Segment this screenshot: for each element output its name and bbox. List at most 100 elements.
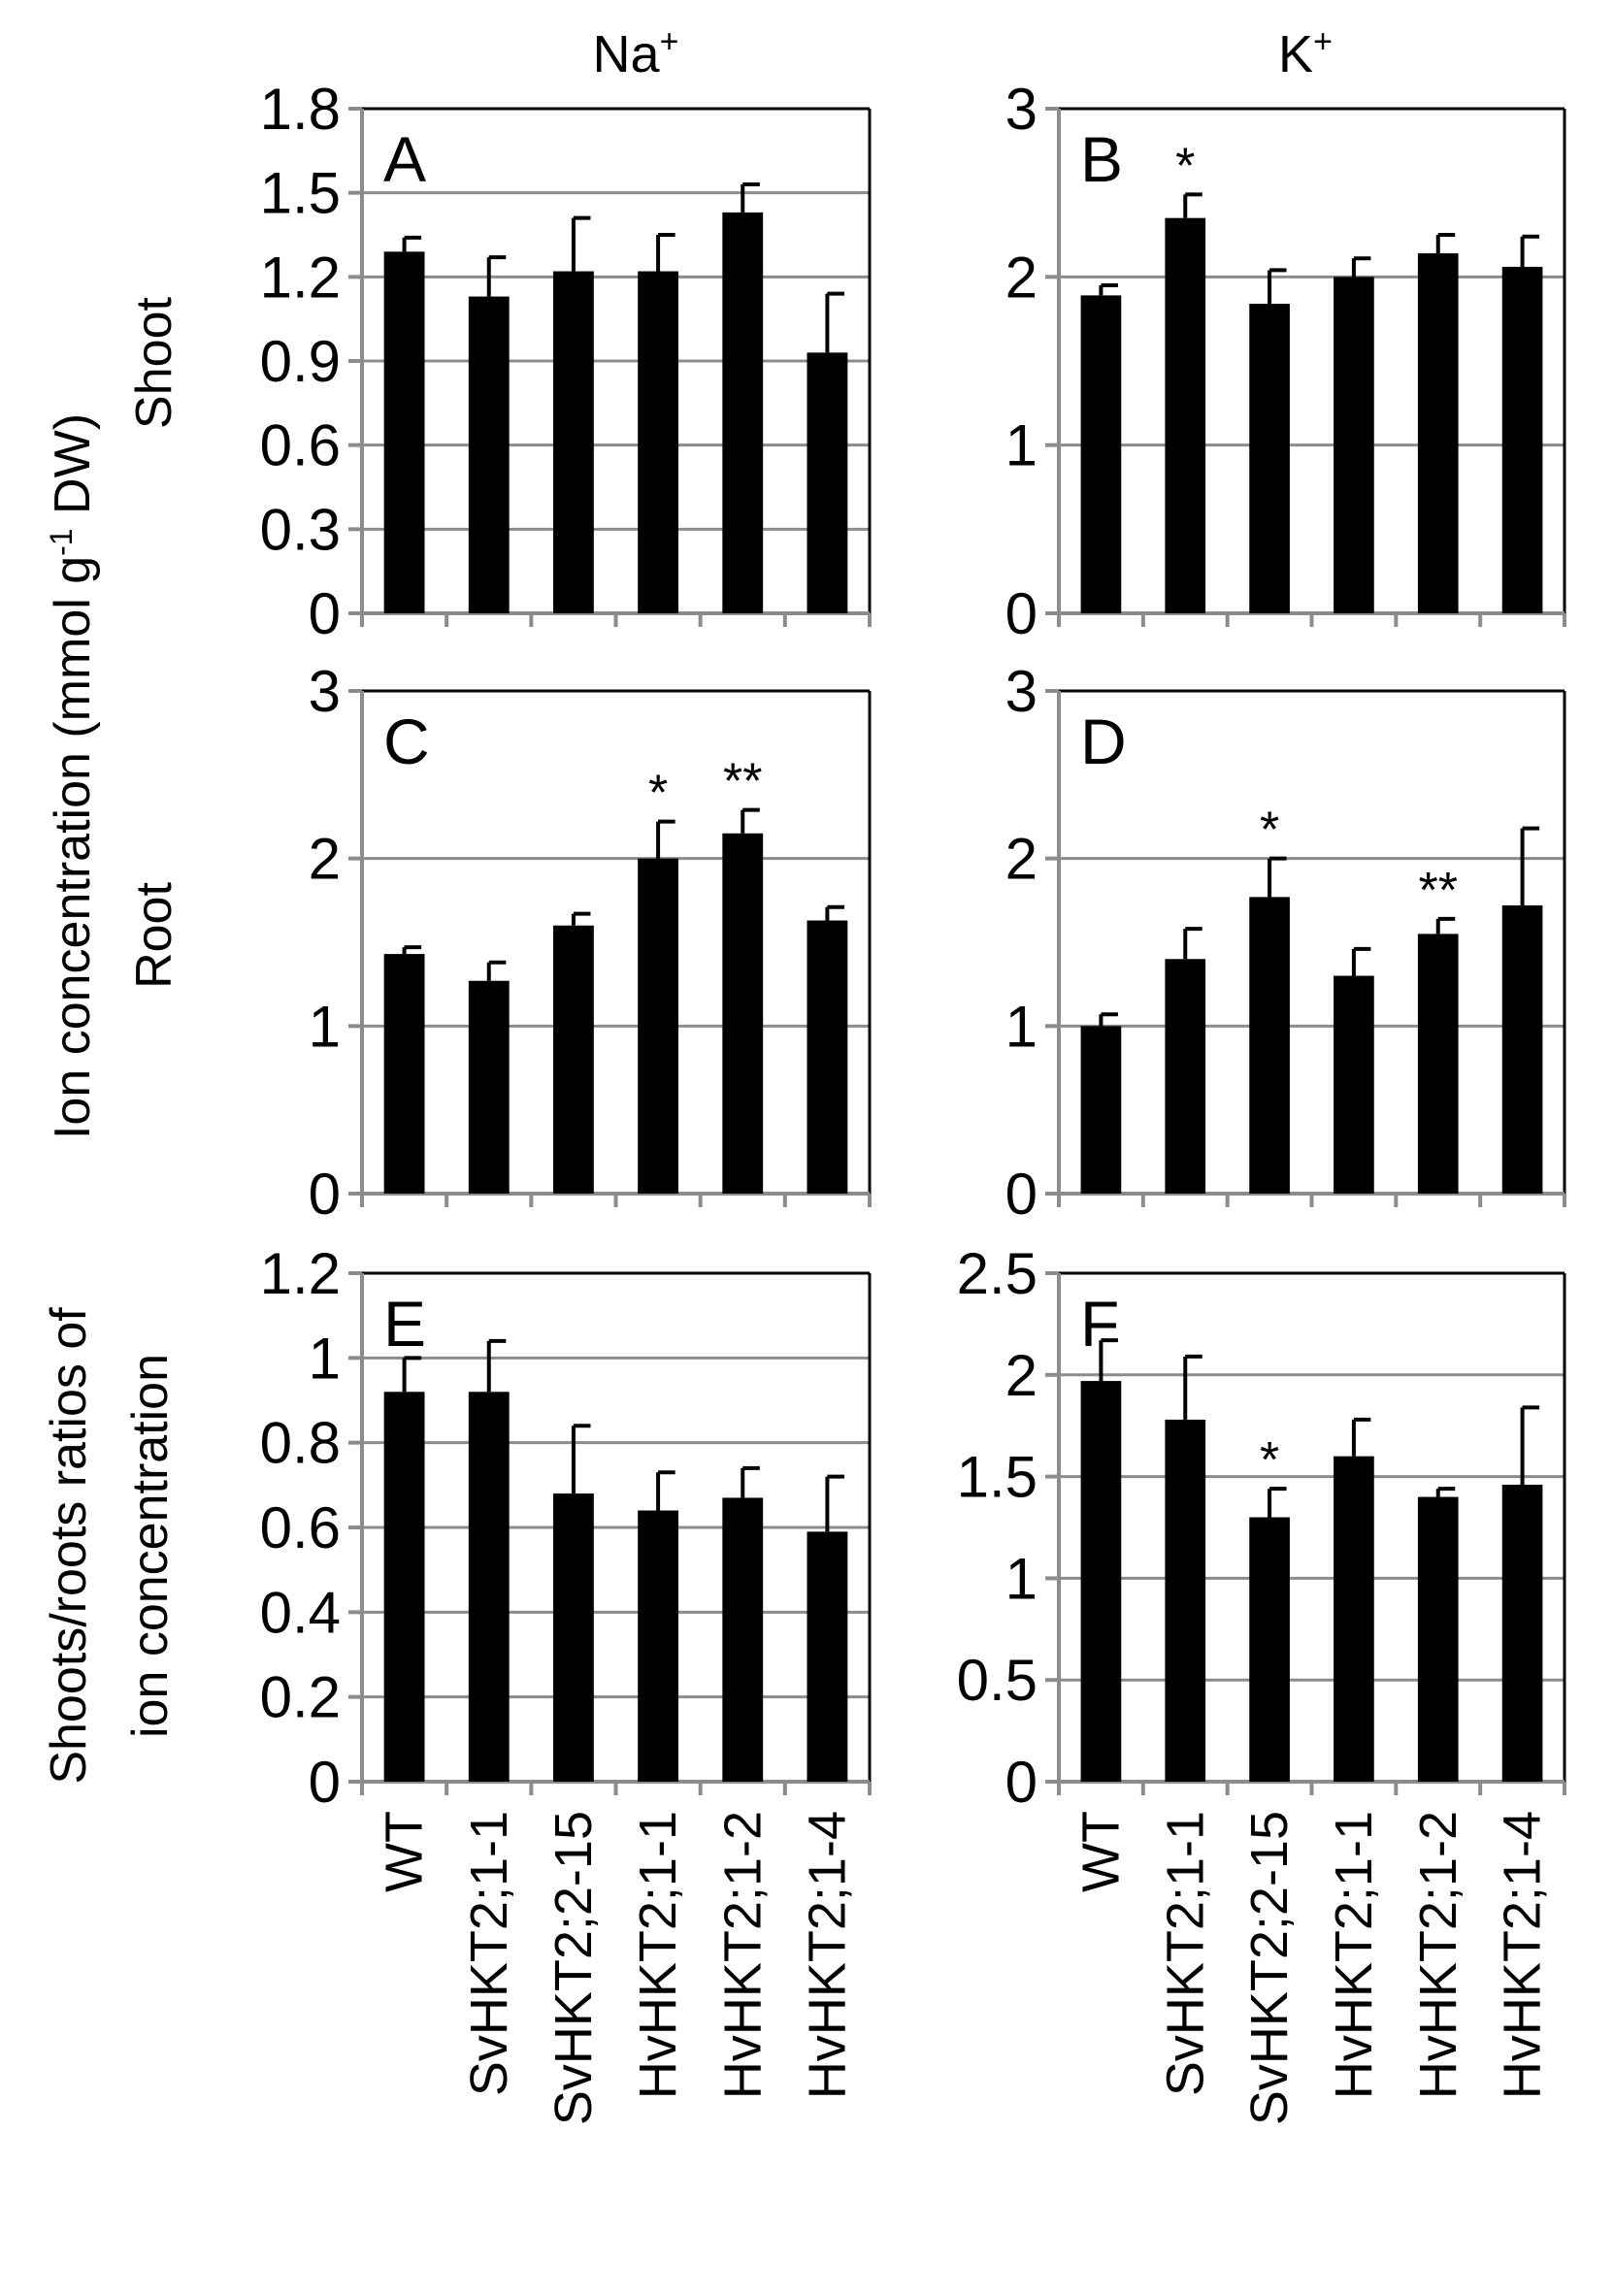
panel-a-bar-5	[807, 352, 848, 613]
panel-f-bar-5	[1501, 1484, 1543, 1782]
panel-f-ytick-label-2: 1	[1005, 1546, 1038, 1611]
panel-c-bar-0	[383, 954, 425, 1194]
panel-a-bar-2	[552, 271, 594, 613]
column-title-k-sup: +	[1313, 23, 1333, 60]
panel-c-significance-4: **	[723, 754, 762, 810]
panel-e-ytick-label-6: 1.2	[260, 1241, 341, 1306]
panel-c-bar-2	[552, 925, 594, 1194]
panel-d-bar-2	[1249, 897, 1290, 1194]
column-title-na-sup: +	[660, 23, 679, 60]
panel-f-bar-4	[1417, 1496, 1459, 1782]
panel-e-ytick-label-3: 0.6	[260, 1495, 341, 1560]
panel-e-bar-4	[722, 1497, 764, 1782]
panel-a-ytick-label-1: 0.3	[260, 497, 341, 562]
panel-b-letter: B	[1080, 123, 1123, 195]
panel-e-letter: E	[383, 1288, 426, 1360]
panel-c-ytick-label-3: 3	[309, 659, 341, 724]
panel-c-bar-3	[638, 858, 679, 1194]
panel-b-ytick-label-3: 3	[1005, 77, 1038, 142]
panel-f-ytick-label-1: 0.5	[957, 1648, 1038, 1713]
panel-d-ytick-label-3: 3	[1005, 659, 1038, 724]
panel-f-ytick-label-5: 2.5	[957, 1241, 1038, 1306]
row-label-ratio-line1: Shoots/roots ratios of	[41, 1307, 97, 1785]
panel-f-xlabel-4: HvHKT2;1-2	[1409, 1811, 1467, 2099]
panel-a-ytick-label-5: 1.5	[260, 161, 341, 226]
panel-a-ytick-label-2: 0.6	[260, 413, 341, 478]
panel-d-bar-3	[1334, 975, 1374, 1194]
panel-f-letter: F	[1080, 1288, 1119, 1360]
panel-a-bar-3	[638, 271, 679, 613]
panel-e-ytick-label-5: 1	[309, 1326, 341, 1391]
panel-c-ytick-label-0: 0	[309, 1162, 341, 1227]
panel-a-bar-1	[468, 296, 510, 613]
column-title-na-base: Na	[593, 25, 661, 83]
panel-d-significance-4: **	[1419, 863, 1458, 919]
panel-d-letter: D	[1080, 705, 1127, 777]
panel-d-ytick-label-2: 2	[1005, 827, 1038, 892]
panel-f-xlabel-5: HvHKT2;1-4	[1494, 1811, 1552, 2099]
panel-c-bar-1	[468, 980, 510, 1194]
panel-c-ytick-label-2: 2	[309, 827, 341, 892]
panel-b-bar-1	[1165, 217, 1206, 613]
panel-f-xlabel-1: SvHKT2;1-1	[1156, 1811, 1214, 2096]
panel-f-bar-0	[1080, 1381, 1122, 1782]
panel-f-xlabel-3: HvHKT2;1-1	[1325, 1811, 1383, 2099]
y-axis-title-sup: -1	[44, 528, 79, 555]
panel-a-bar-0	[383, 251, 425, 613]
column-title-k-base: K	[1278, 25, 1313, 83]
panel-d-ytick-label-0: 0	[1005, 1162, 1038, 1227]
panel-a-ytick-label-4: 1.2	[260, 245, 341, 310]
panel-b-bar-0	[1080, 295, 1122, 613]
panel-b-chart: 0 1 2 3 * B	[1005, 77, 1566, 646]
panel-a-letter: A	[383, 123, 426, 195]
panel-e-chart: 0 0.2 0.4 0.6 0.8 1 1.2 WT SvHKT2;1-1 SvHKT2;2-15…	[260, 1241, 872, 2125]
column-title-k: K+	[1278, 23, 1333, 83]
panel-e-xlabel-3: HvHKT2;1-1	[629, 1811, 687, 2099]
panel-c-ytick-label-1: 1	[309, 994, 341, 1059]
panel-f-ytick-label-4: 2	[1005, 1343, 1038, 1408]
panel-a-chart: 0 0.3 0.6 0.9 1.2 1.5 1.8 A	[260, 77, 872, 646]
panel-d-bar-5	[1501, 905, 1543, 1194]
row-label-root: Root	[126, 882, 182, 989]
column-title-na: Na+	[593, 23, 679, 83]
panel-e-bar-1	[468, 1392, 510, 1782]
panel-f-chart: 0 0.5 1 1.5 2 2.5 WT SvHKT2;1-1 * SvHKT2;2-15 HvHK…	[957, 1241, 1566, 2125]
panel-e-ytick-label-0: 0	[309, 1750, 341, 1815]
panel-b-bar-3	[1334, 277, 1374, 613]
panel-b-bar-4	[1417, 253, 1459, 613]
panel-f-bar-2	[1249, 1517, 1290, 1782]
panel-f-ytick-label-3: 1.5	[957, 1445, 1038, 1510]
panel-e-xlabel-0: WT	[376, 1811, 434, 1892]
panel-d-bar-4	[1417, 934, 1459, 1194]
panel-e-ytick-label-4: 0.8	[260, 1411, 341, 1476]
row-label-ratio-line2: ion concentration	[122, 1354, 179, 1738]
panel-f-bar-1	[1165, 1419, 1206, 1782]
panel-a-bar-4	[722, 212, 764, 613]
panel-e-bar-0	[383, 1392, 425, 1782]
panel-d-ytick-label-1: 1	[1005, 994, 1038, 1059]
y-axis-title: Ion concentration (mmol g-1 DW)	[44, 413, 101, 1139]
panel-c-letter: C	[383, 705, 430, 777]
panel-b-ytick-label-0: 0	[1005, 581, 1038, 646]
panel-d-bar-1	[1165, 959, 1206, 1194]
panel-f-significance-2: *	[1260, 1432, 1279, 1489]
panel-e-ytick-label-2: 0.4	[260, 1580, 341, 1645]
panel-e-bar-2	[552, 1493, 594, 1782]
panel-f-xlabel-0: WT	[1071, 1811, 1130, 1892]
y-axis-title-prefix: Ion concentration (mmol g	[45, 556, 101, 1139]
panel-a-ytick-label-0: 0	[309, 581, 341, 646]
panel-b-bar-5	[1501, 266, 1543, 613]
panel-e-xlabel-4: HvHKT2;1-2	[713, 1811, 772, 2099]
panel-e-xlabel-1: SvHKT2;1-1	[460, 1811, 518, 2096]
row-label-shoot: Shoot	[126, 297, 182, 429]
panel-d-significance-2: *	[1260, 803, 1279, 859]
panel-a-ytick-label-3: 0.9	[260, 329, 341, 394]
panel-a-ytick-label-6: 1.8	[260, 77, 341, 142]
panel-b-significance-1: *	[1175, 138, 1195, 194]
y-axis-title-suffix: DW)	[45, 413, 101, 528]
panel-c-bar-5	[807, 920, 848, 1194]
panel-e-bar-3	[638, 1510, 679, 1782]
panel-c-significance-3: *	[648, 766, 668, 822]
